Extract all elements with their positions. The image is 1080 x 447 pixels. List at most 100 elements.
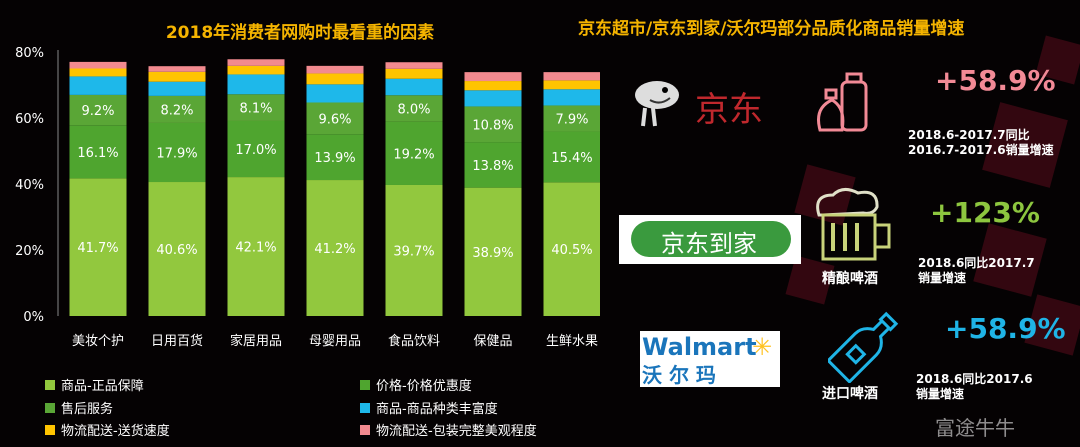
jd-daojia-growth-value: +123% [930,196,1040,229]
legend-item: 商品-商品种类丰富度 [360,398,498,417]
data-label: 9.2% [81,104,114,119]
legend-swatch [360,379,370,390]
walmart-note: 2018.6同比2017.6 销量增速 [916,372,1033,402]
legend-swatch [45,402,55,413]
legend-item: 物流配送-送货速度 [45,420,170,439]
jd-daojia-note: 2018.6同比2017.7 销量增速 [918,256,1035,286]
x-tick-label: 生鲜水果 [546,334,598,349]
walmart-growth-value: +58.9% [945,312,1066,345]
bar-segment [385,121,443,185]
bar-segment [385,68,443,79]
data-label: 7.9% [555,112,588,127]
bar-segment [306,102,364,135]
data-label: 8.2% [160,103,193,118]
legend-swatch [45,424,55,435]
bar-segment [385,78,443,96]
legend-item: 价格-价格优惠度 [360,375,472,394]
jd-brand-text: 京东 [695,90,763,130]
bar-segment [543,182,600,316]
bar-segment [543,72,600,81]
bar-segment [543,89,600,106]
legend-label: 价格-价格优惠度 [376,379,472,394]
bar-segment [306,134,364,181]
data-label: 41.7% [77,241,118,256]
chart-title: 2018年消费者网购时最看重的因素 [165,23,435,43]
bar-segment [227,59,285,66]
data-label: 41.2% [314,242,355,257]
bar-segment [69,68,127,77]
data-label: 19.2% [393,147,434,162]
bar-segment [148,122,206,183]
legend-swatch [360,402,370,413]
bar-segment [148,66,206,72]
bar-segment [148,81,206,96]
legend-swatch [360,424,370,435]
walmart-logo: Walmart ✳ 沃 尔 玛 [640,331,780,387]
bar-segment [227,94,285,121]
legend-item: 商品-正品保障 [45,375,144,394]
legend-item: 物流配送-包装完整美观程度 [360,420,537,439]
jd-logo: 京东 [625,70,795,130]
beer-bottle-icon [828,311,899,383]
walmart-cn-text: 沃 尔 玛 [642,363,716,387]
bar-segment [148,95,206,123]
legend-label: 物流配送-送货速度 [61,424,170,439]
bar-segment [464,106,522,143]
walmart-brand-text: Walmart [642,333,757,361]
data-label: 40.6% [156,243,197,258]
data-label: 40.5% [551,243,592,258]
data-label: 9.6% [318,112,351,127]
data-label: 8.1% [239,102,272,117]
note-line: 2018.6同比2017.7 [918,256,1035,270]
note-line: 2018.6-2017.7同比 [908,128,1030,142]
bar-segment [543,131,600,183]
y-tick-label: 80% [15,46,44,61]
bottles-icon [817,72,868,132]
x-tick-label: 日用百货 [151,333,203,349]
data-label: 10.8% [472,118,513,133]
bar-segment [148,71,206,82]
y-tick-label: 0% [23,310,44,325]
x-tick-label: 保健品 [473,334,512,349]
bar-segment [227,74,285,95]
watermark: 富途牛牛 [935,416,1015,440]
data-label: 16.1% [77,146,118,161]
jd-growth-value: +58.9% [935,64,1056,97]
legend-swatch [45,379,55,390]
jd-daojia-brand-text: 京东到家 [661,230,757,258]
right-title: 京东超市/京东到家/沃尔玛部分品质化商品销量增速 [578,19,965,39]
x-tick-label: 美妆个护 [72,334,124,349]
bar-segment [385,95,443,122]
bar-segment [69,61,127,69]
beer-mug-icon [816,188,891,261]
legend-label: 物流配送-包装完整美观程度 [376,424,537,439]
bar-segment [543,80,600,90]
y-tick-label: 40% [15,178,44,193]
jd-dog-icon [635,81,679,127]
data-label: 38.9% [472,246,513,261]
bar-segment [306,73,364,85]
imported-beer-label: 进口啤酒 [822,386,878,402]
jd-daojia-logo: 京东到家 [619,215,801,264]
data-label: 15.4% [551,151,592,166]
bar-segment [227,120,285,178]
bar-segment [306,65,364,74]
jd-note: 2018.6-2017.7同比 2016.7-2017.6销量增速 [908,128,1054,158]
craft-beer-label: 精酿啤酒 [822,271,878,287]
y-tick-label: 60% [15,112,44,127]
note-line: 销量增速 [916,387,965,401]
bar-segment [227,65,285,75]
bar-segment [464,72,522,82]
legend-label: 商品-正品保障 [61,379,144,394]
bar-segment [464,187,522,316]
bar-segment [464,90,522,107]
bar-segment [543,105,600,132]
bar-segment [227,177,285,316]
bar-segment [464,81,522,91]
x-tick-label: 食品饮料 [388,333,440,349]
bar-segment [306,84,364,103]
bar-segment [148,182,206,316]
data-label: 13.9% [314,151,355,166]
bar-segment [385,62,443,69]
